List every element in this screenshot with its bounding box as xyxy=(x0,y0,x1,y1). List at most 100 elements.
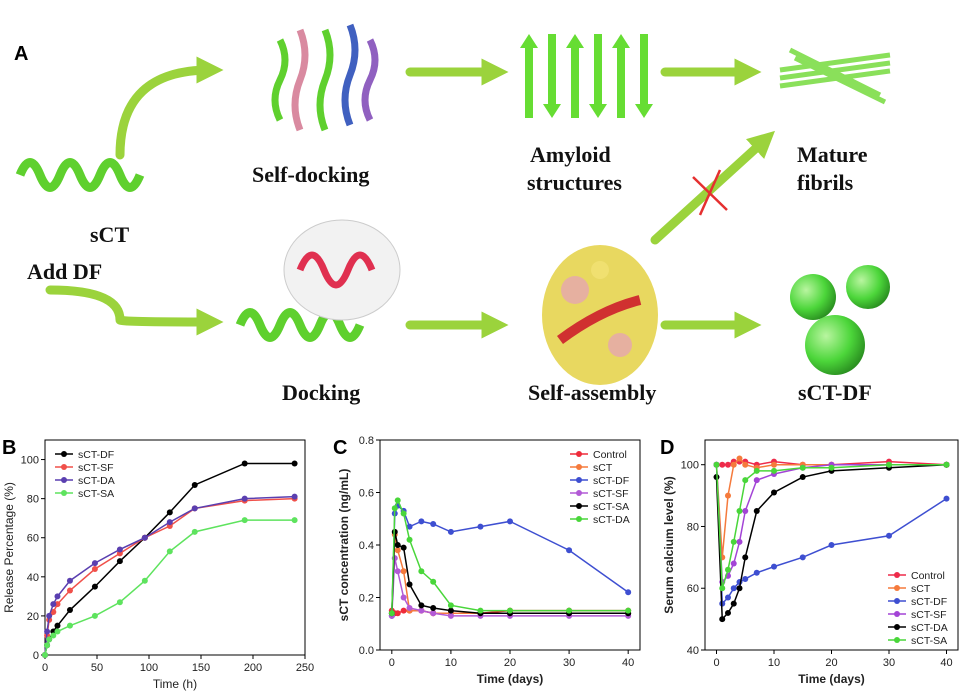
data-point xyxy=(753,569,760,576)
x-axis-title: Time (days) xyxy=(477,672,543,686)
data-point xyxy=(394,547,401,554)
x-tick-label: 10 xyxy=(445,657,457,669)
data-point xyxy=(742,575,749,582)
data-point xyxy=(771,461,777,468)
data-point xyxy=(713,461,720,468)
legend-label: sCT xyxy=(593,462,613,474)
legend-marker xyxy=(61,451,67,457)
x-tick-label: 100 xyxy=(140,662,158,674)
y-tick-label: 100 xyxy=(21,455,39,467)
y-tick-label: 0.4 xyxy=(359,540,374,552)
data-point xyxy=(66,607,73,614)
legend-label: sCT-SA xyxy=(78,488,114,500)
arrow xyxy=(45,285,224,336)
data-point xyxy=(394,610,401,617)
legend-label: sCT-DF xyxy=(911,596,947,608)
nanoparticle xyxy=(846,265,890,309)
self-assembly-cluster xyxy=(542,245,658,385)
data-point xyxy=(625,607,632,614)
legend-label: sCT-DA xyxy=(911,622,948,634)
data-point xyxy=(400,607,407,614)
y-axis-title: Serum calcium level (%) xyxy=(662,476,676,613)
y-tick-label: 40 xyxy=(687,645,699,657)
data-point xyxy=(66,622,73,629)
legend-label: sCT-DA xyxy=(593,514,630,526)
data-point xyxy=(291,517,298,524)
legend-marker xyxy=(894,611,900,617)
x-tick-label: 150 xyxy=(192,662,210,674)
data-point xyxy=(91,560,98,567)
data-point xyxy=(46,612,53,619)
panel-label: C xyxy=(333,437,347,459)
data-point xyxy=(736,508,743,515)
data-point xyxy=(394,497,401,504)
data-point xyxy=(400,594,407,601)
block-mark xyxy=(692,169,728,216)
series-line xyxy=(715,463,947,584)
data-point xyxy=(418,602,425,609)
y-tick-label: 60 xyxy=(27,533,39,545)
data-point xyxy=(388,610,395,617)
data-point xyxy=(730,600,737,607)
data-point xyxy=(828,542,835,548)
x-tick-label: 20 xyxy=(504,657,516,669)
node-label: sCT-DF xyxy=(798,380,872,405)
data-point xyxy=(141,534,148,541)
legend-label: sCT-SA xyxy=(593,501,629,513)
data-point xyxy=(394,568,401,575)
data-point xyxy=(730,461,737,468)
data-point xyxy=(799,464,806,471)
data-point xyxy=(477,523,484,530)
data-point xyxy=(54,628,61,635)
peptide-helix xyxy=(235,308,365,342)
x-tick-label: 0 xyxy=(42,662,48,674)
legend-label: sCT xyxy=(911,583,931,595)
node-label: sCT xyxy=(90,222,129,247)
y-axis-title: sCT concentration (ng/mL) xyxy=(337,469,351,622)
legend-marker xyxy=(576,464,582,470)
legend-marker xyxy=(576,477,582,483)
y-tick-label: 0.6 xyxy=(359,488,374,500)
data-point xyxy=(191,481,198,488)
data-point xyxy=(719,461,726,468)
data-point xyxy=(141,577,148,584)
data-point xyxy=(447,528,454,535)
data-point xyxy=(447,612,454,619)
legend-marker xyxy=(576,490,582,496)
y-tick-label: 80 xyxy=(27,494,39,506)
data-point xyxy=(719,616,726,623)
data-point xyxy=(447,602,454,609)
data-point xyxy=(191,505,198,512)
data-point xyxy=(507,607,513,614)
data-point xyxy=(50,601,57,608)
x-tick-label: 0 xyxy=(713,657,719,669)
data-point xyxy=(394,542,401,548)
data-point xyxy=(566,607,573,614)
data-point xyxy=(418,607,425,614)
data-point xyxy=(799,554,806,561)
legend-marker xyxy=(576,516,582,522)
data-point xyxy=(166,509,173,516)
legend-marker xyxy=(61,464,67,470)
data-point xyxy=(54,622,61,629)
panel-label: D xyxy=(660,437,674,459)
fibrils xyxy=(779,47,891,105)
data-point xyxy=(430,605,437,611)
data-point xyxy=(742,461,749,468)
data-point xyxy=(742,508,749,515)
legend-label: Control xyxy=(593,449,627,461)
data-point xyxy=(730,538,737,545)
data-point xyxy=(730,560,737,567)
data-point xyxy=(477,607,484,614)
legend-label: sCT-DA xyxy=(78,475,115,487)
legend-marker xyxy=(61,490,67,496)
data-point xyxy=(725,594,731,601)
data-point xyxy=(507,518,513,525)
legend-label: sCT-SA xyxy=(911,635,947,647)
legend-marker xyxy=(576,503,582,509)
series-line xyxy=(391,531,629,614)
data-point xyxy=(753,467,760,474)
legend-marker xyxy=(894,585,900,591)
data-point xyxy=(91,612,98,619)
data-point xyxy=(406,536,413,543)
